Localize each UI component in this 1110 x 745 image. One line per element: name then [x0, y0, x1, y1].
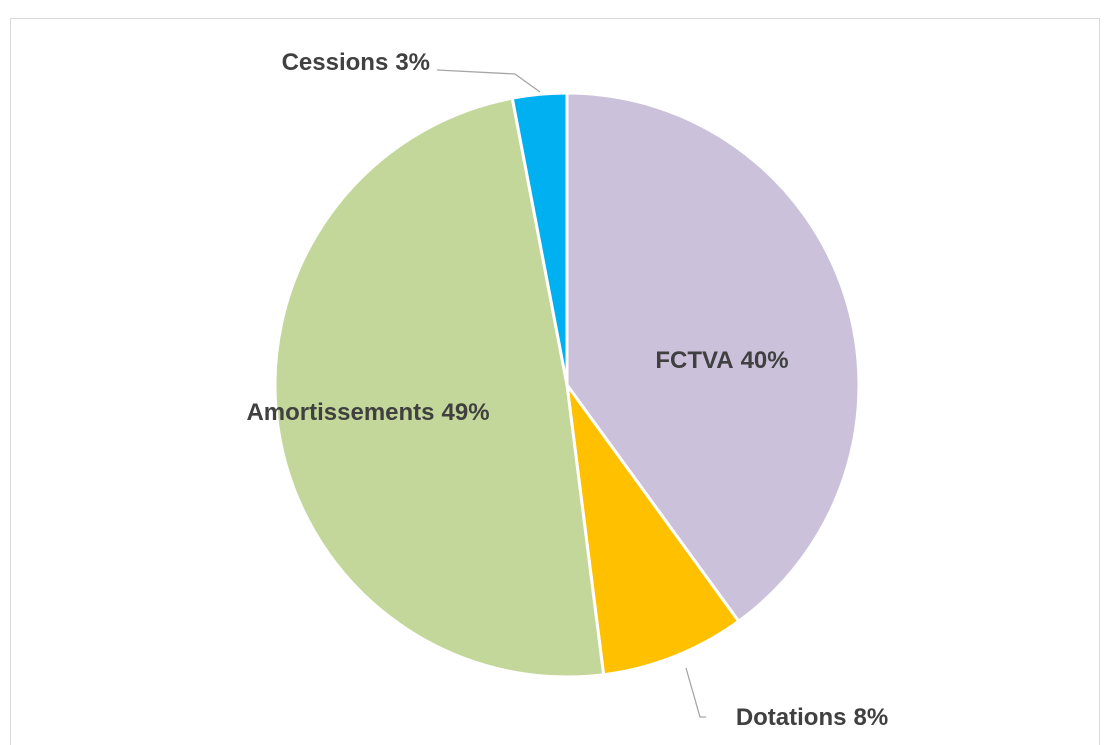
data-label: Dotations 8% [736, 704, 888, 731]
label-value: 3% [395, 49, 430, 76]
leader-line [436, 69, 541, 93]
label-category: FCTVA [655, 347, 733, 374]
data-label: FCTVA 40% [655, 347, 788, 374]
pie-slice [565, 384, 741, 677]
pie-slice [565, 91, 861, 624]
pie-slice [510, 91, 569, 386]
pie-slice [273, 96, 606, 679]
label-value: 40% [741, 347, 789, 374]
label-value: 8% [853, 704, 888, 731]
data-label: Amortissements 49% [246, 399, 489, 426]
data-label: Cessions 3% [282, 49, 430, 76]
label-category: Amortissements [246, 399, 434, 426]
label-value: 49% [442, 399, 490, 426]
label-category: Dotations [736, 704, 847, 731]
leader-line [685, 667, 706, 718]
label-category: Cessions [282, 49, 389, 76]
